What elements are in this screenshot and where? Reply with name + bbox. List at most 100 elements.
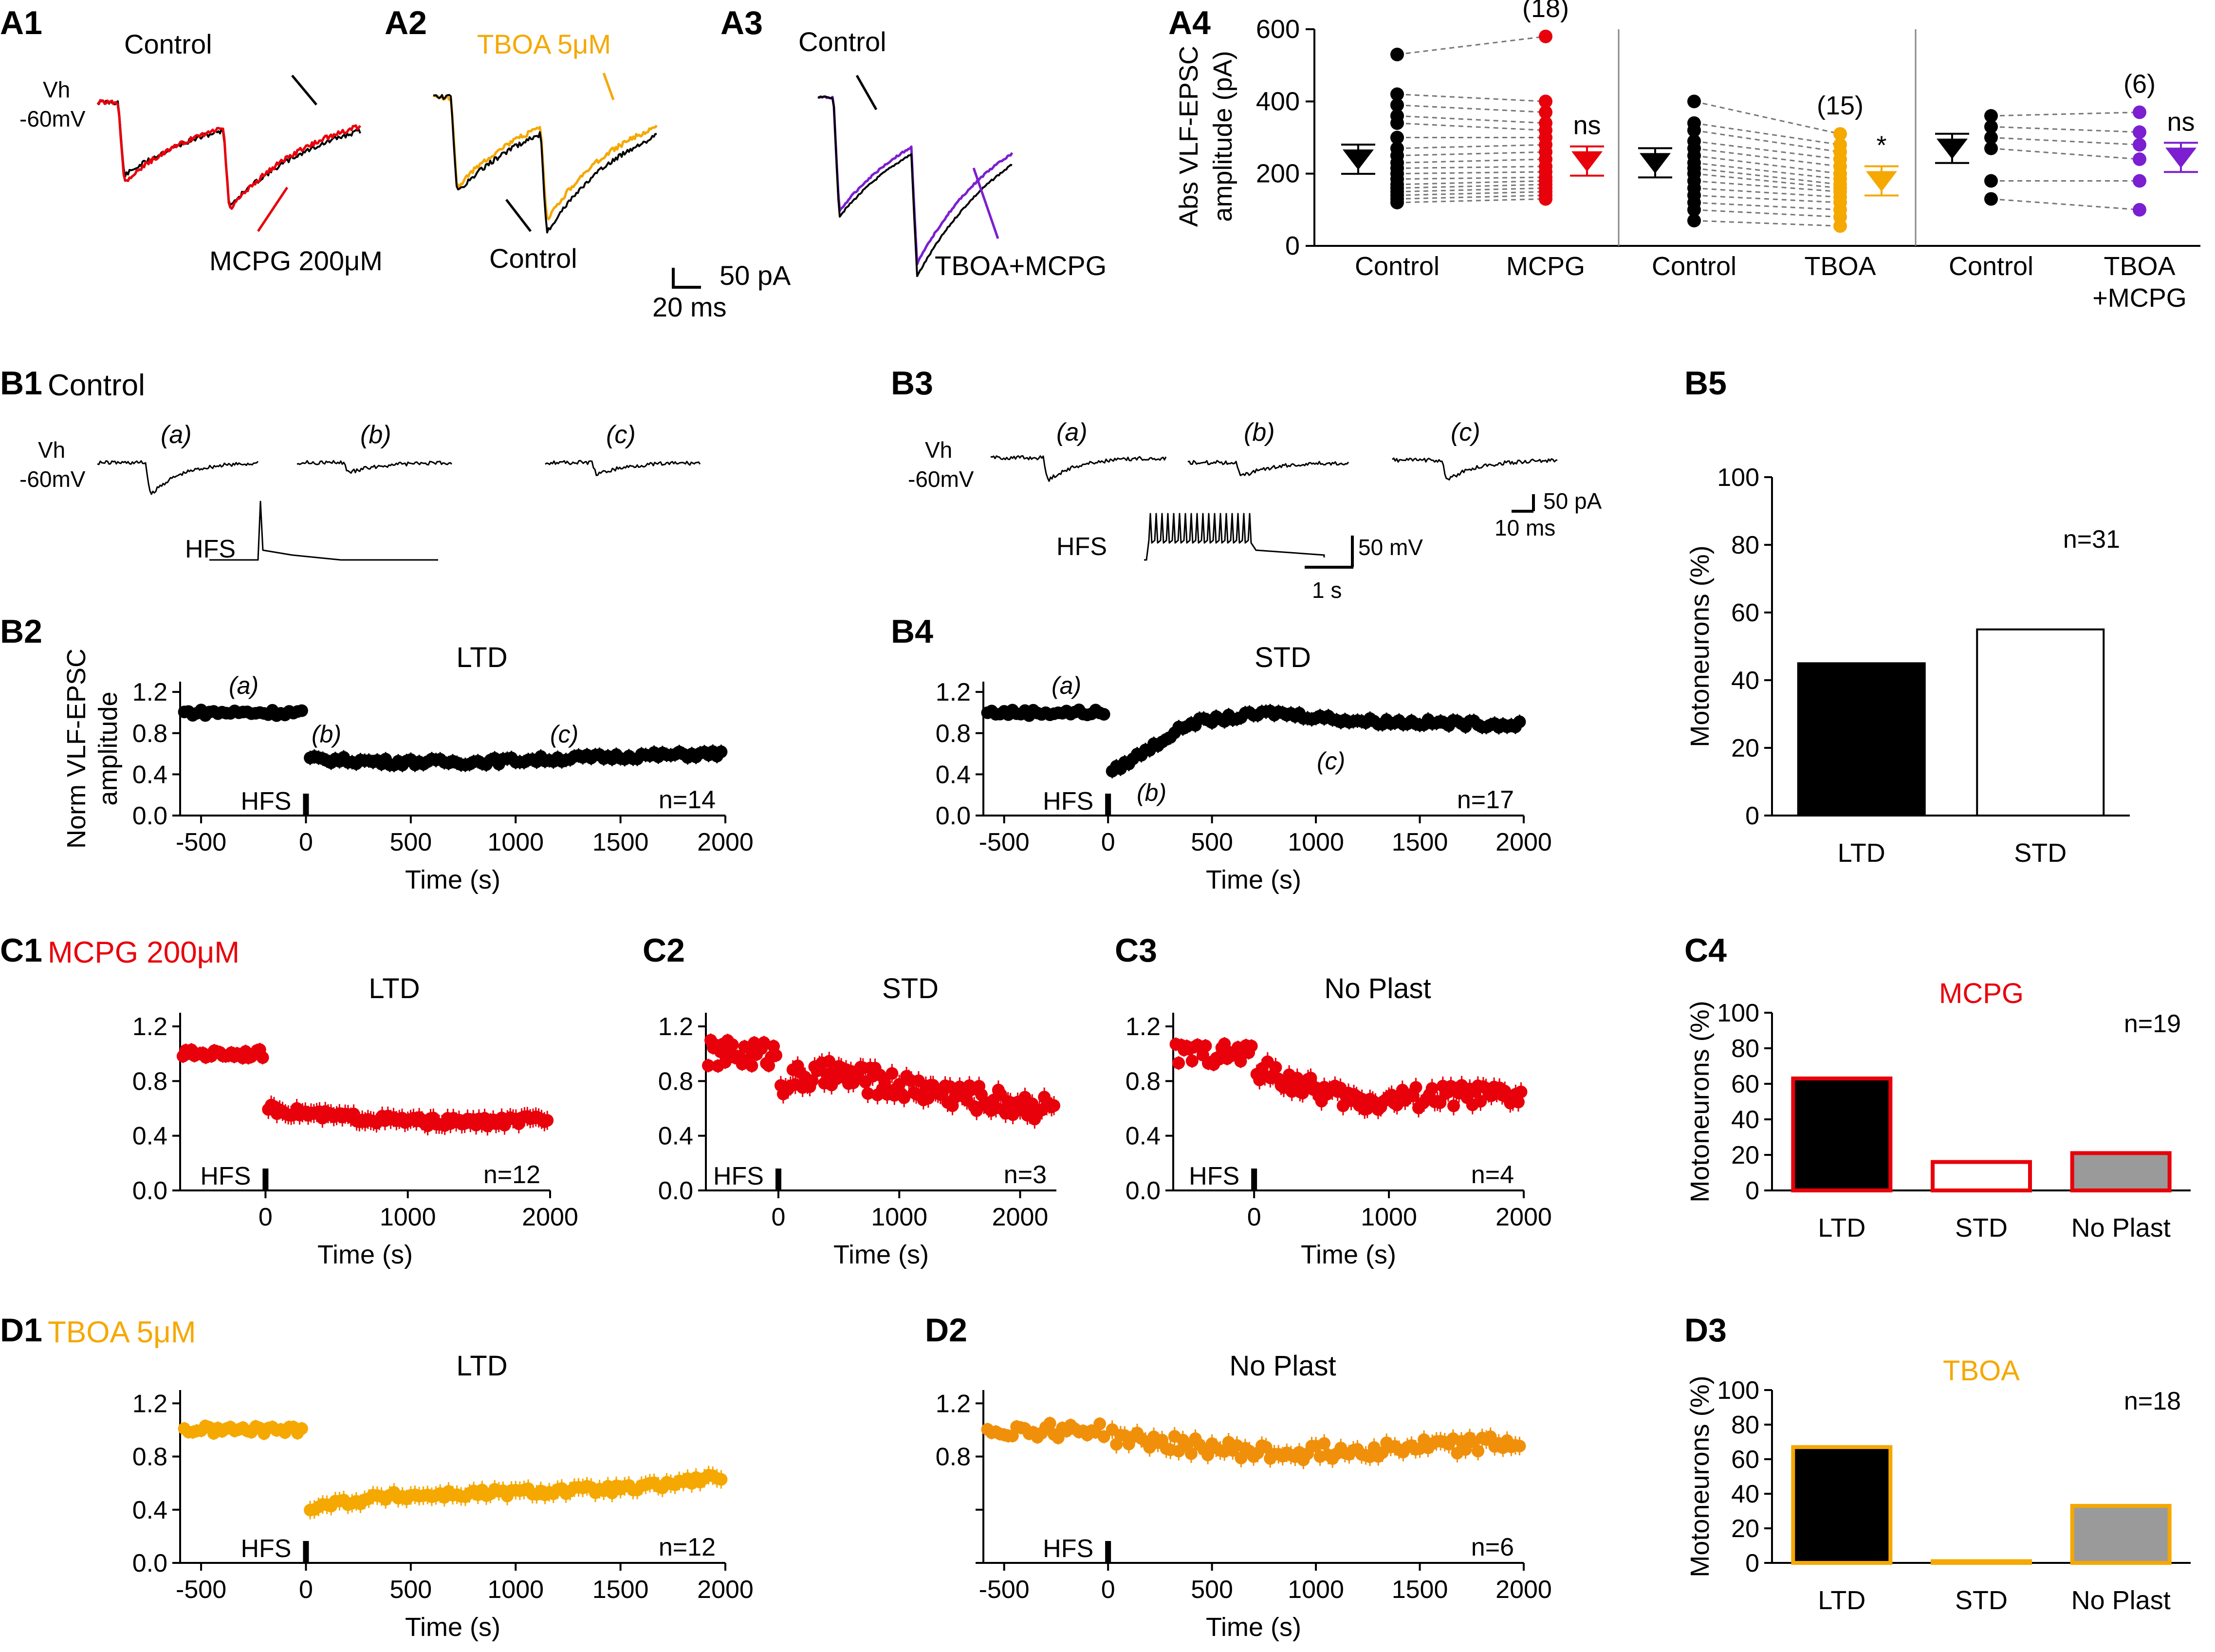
data-point — [1513, 1439, 1526, 1452]
data-point — [1235, 1451, 1248, 1465]
x-tick-label: 1000 — [1288, 828, 1344, 856]
control-point — [1687, 214, 1701, 228]
bar-ltd — [1797, 662, 1926, 817]
x-tick-label: 2000 — [1495, 1203, 1552, 1231]
panel-label-d2: D2 — [925, 1312, 967, 1349]
data-point — [295, 704, 308, 717]
x-tick-label: 0 — [1101, 1576, 1115, 1604]
data-point — [1234, 1055, 1247, 1068]
y-axis-label: amplitude — [93, 691, 123, 805]
x-axis-label: Time (s) — [317, 1240, 413, 1269]
chart-b2: 0.0 0.4 0.8 1.2 -500 0 500 1000 1500 2000 Time (s)… — [62, 642, 754, 894]
control-point — [1984, 130, 1998, 145]
x-tick-label: 1500 — [1392, 1576, 1448, 1604]
y-tick-label: 80 — [1731, 531, 1759, 559]
scalebar-current-label: 50 pA — [720, 260, 791, 291]
drug-mean-marker — [2165, 148, 2197, 168]
data-point — [1172, 1057, 1185, 1070]
data-point — [1513, 715, 1526, 728]
bar-std — [1976, 628, 2105, 817]
data-point — [1269, 1061, 1282, 1074]
data-point — [1199, 1039, 1212, 1053]
data-point — [1459, 1443, 1472, 1456]
segment-label-b: (b) — [1137, 779, 1166, 806]
x-tick-label: 0 — [299, 1576, 313, 1604]
scalebar-current-label: 50 pA — [1543, 488, 1602, 514]
chart-d1: 0.0 0.4 0.8 1.2 -500 0 500 1000 1500 2000 Time (s)… — [132, 1350, 754, 1642]
n-label: n=17 — [1457, 786, 1514, 814]
panel-label-b2: B2 — [0, 613, 42, 650]
chart-title: STD — [882, 973, 939, 1004]
chart-title: No Plast — [1229, 1350, 1336, 1382]
panel-label-c1: C1 — [0, 932, 42, 969]
y-tick-label: 0.4 — [936, 761, 971, 789]
x-axis-label: Time (s) — [405, 865, 500, 894]
group-1: Control TBOA (15) * — [1638, 91, 1899, 281]
data-point — [898, 1091, 911, 1104]
arrow-control-a3 — [855, 74, 878, 111]
control-mean-marker — [1937, 138, 1968, 159]
n-label: n=3 — [1004, 1161, 1047, 1189]
arrow-mcpg-a1 — [257, 186, 289, 232]
panel-label-a2: A2 — [385, 4, 427, 41]
y-tick-label: 1.2 — [132, 1013, 167, 1041]
data-point — [1185, 1055, 1199, 1068]
pair-line — [1694, 162, 1841, 180]
y-tick-label: 400 — [1256, 87, 1300, 116]
data-point — [1291, 1072, 1304, 1085]
x-category-label: TBOA — [1804, 252, 1876, 281]
control-point — [1687, 94, 1701, 109]
bar-std — [1931, 1160, 2032, 1193]
bar-no-plast — [2070, 1151, 2172, 1193]
control-point — [1984, 120, 1998, 134]
panel-label-a1: A1 — [0, 4, 42, 41]
panel-label-b5: B5 — [1684, 365, 1727, 402]
n-label: n=12 — [659, 1533, 716, 1561]
y-tick-label: 0.4 — [658, 1122, 693, 1151]
data-point — [861, 1087, 874, 1100]
panel-label-d3: D3 — [1684, 1312, 1727, 1349]
y-tick-label: 20 — [1731, 734, 1759, 762]
pair-line — [1397, 122, 1546, 131]
arrow-tboa-mcpg-a3 — [972, 167, 999, 239]
data-point — [770, 1049, 782, 1062]
y-tick-label: 1.2 — [936, 1390, 971, 1418]
y-tick-label: 0.0 — [132, 1177, 167, 1205]
x-tick-label: 2000 — [992, 1203, 1049, 1231]
data-point — [745, 1059, 758, 1073]
x-tick-label: 0 — [1247, 1203, 1261, 1231]
data-point — [1093, 1417, 1107, 1430]
drug-point — [2133, 152, 2146, 166]
condition-title-mcpg: MCPG 200μM — [48, 936, 240, 969]
y-tick-label: 20 — [1731, 1141, 1759, 1169]
hfs-marker — [1105, 1541, 1111, 1563]
panel-label-d1: D1 — [0, 1312, 42, 1349]
data-points — [178, 1419, 728, 1520]
y-tick-label: 0.0 — [1126, 1177, 1161, 1205]
data-point — [256, 1051, 269, 1064]
data-points — [981, 704, 1526, 779]
segment-label-c: (c) — [606, 421, 636, 449]
chart-b5: 0 20 40 60 80 100 Motoneurons (%) LTD STD n=31 — [1685, 464, 2130, 868]
panel-label-b4: B4 — [891, 613, 933, 650]
trace-b3-b — [1187, 460, 1349, 476]
pair-line — [1991, 111, 2140, 117]
drug-mean-marker — [1866, 171, 1897, 192]
n-label: n=4 — [1471, 1161, 1514, 1189]
segment-label-c: (c) — [1451, 418, 1480, 446]
x-category-label: LTD — [1818, 1213, 1865, 1243]
data-point — [1474, 1095, 1487, 1108]
chart-title: LTD — [456, 1350, 507, 1382]
segment-label-a: (a) — [1052, 672, 1081, 699]
data-point — [1409, 1081, 1422, 1094]
bar-ltd — [1791, 1077, 1893, 1193]
pair-line — [1694, 140, 1841, 160]
hfs-label: HFS — [1056, 533, 1107, 561]
pair-line — [1397, 180, 1546, 186]
x-tick-label: -500 — [176, 1576, 226, 1604]
n-label: n=12 — [483, 1161, 540, 1189]
x-tick-label: -500 — [176, 828, 226, 856]
x-category-label: LTD — [1818, 1586, 1865, 1615]
hfs-marker — [1251, 1169, 1257, 1190]
